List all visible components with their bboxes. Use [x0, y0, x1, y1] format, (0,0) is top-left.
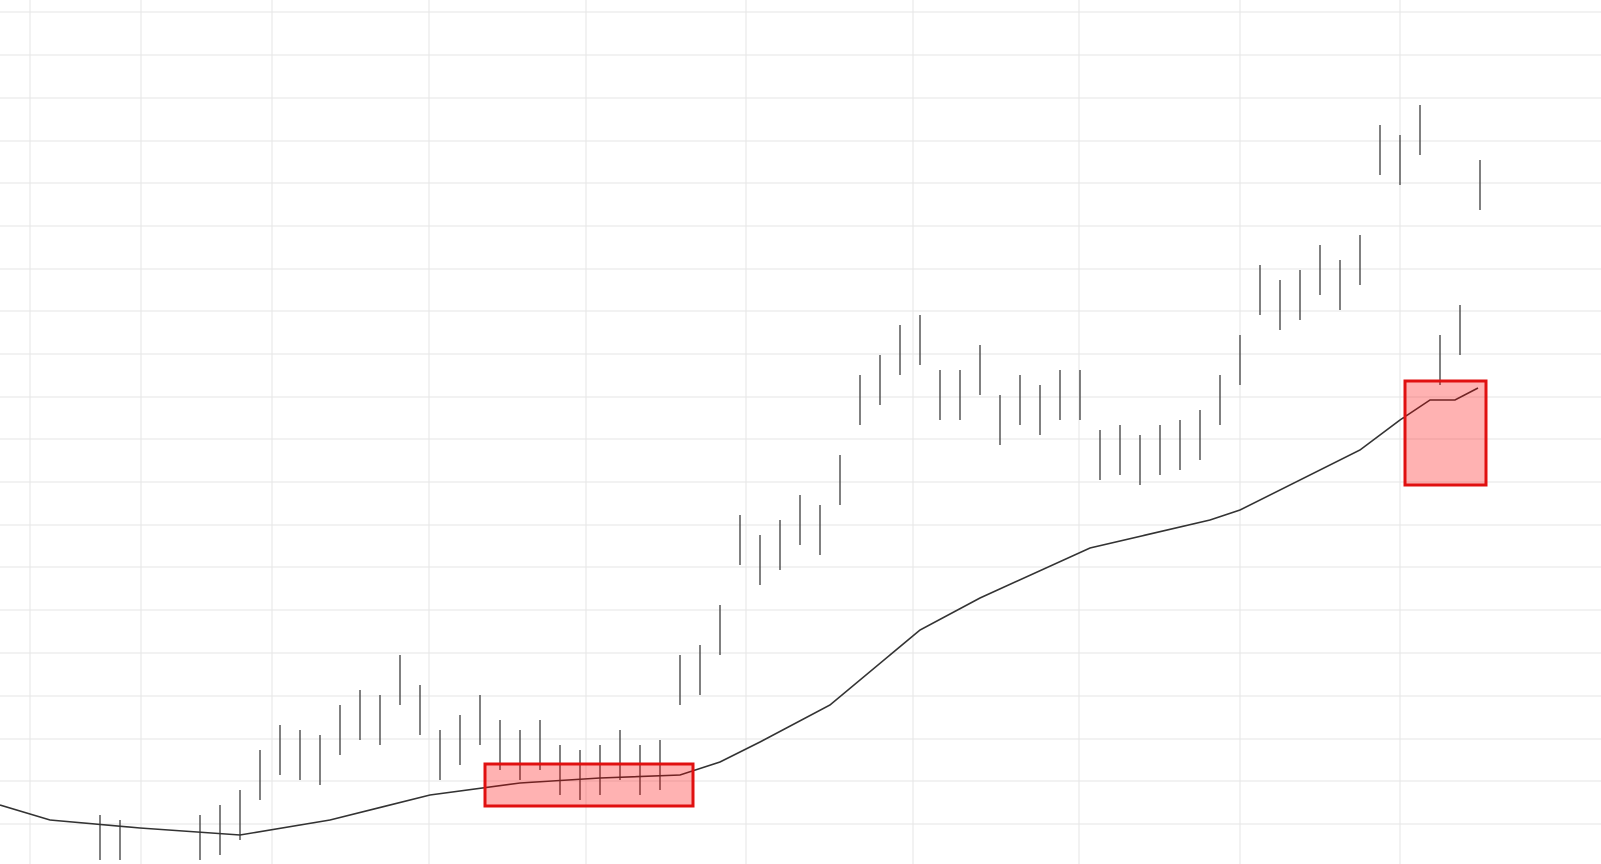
highlight-box [483, 762, 695, 808]
price-bars [99, 105, 1481, 860]
moving-average [0, 387, 1479, 836]
highlight-box [1403, 379, 1488, 487]
ma-line [0, 387, 1479, 836]
